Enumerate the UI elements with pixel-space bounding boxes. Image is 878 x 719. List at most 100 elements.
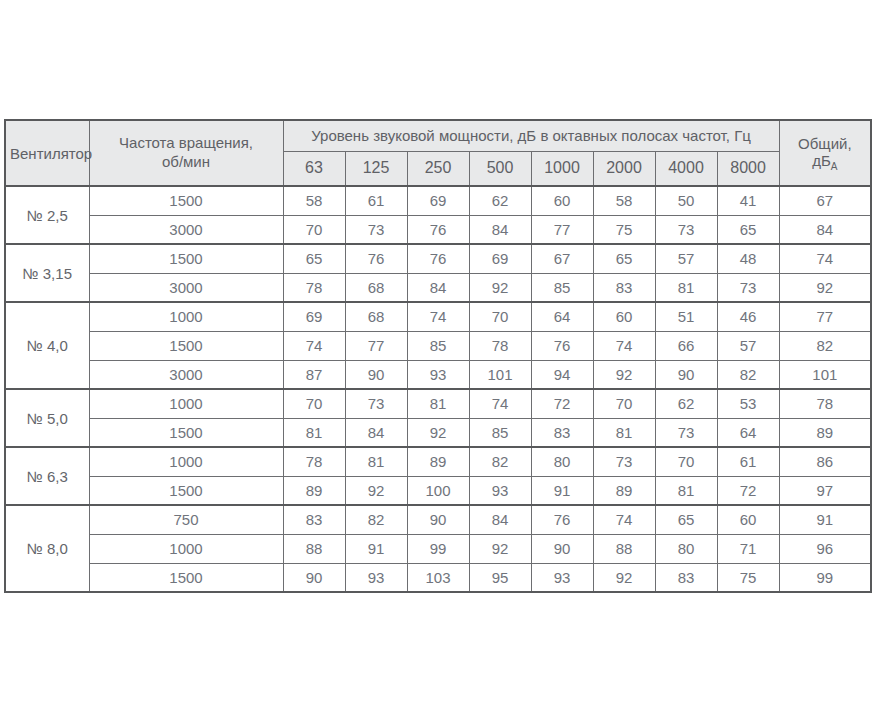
freq-band-header: 63 <box>283 151 345 186</box>
level-cell: 103 <box>407 563 469 592</box>
fan-number-cell: № 4,0 <box>5 302 89 389</box>
level-cell: 62 <box>469 186 531 215</box>
level-cell: 75 <box>717 563 779 592</box>
level-cell: 73 <box>345 215 407 244</box>
level-cell: 81 <box>283 418 345 447</box>
table-row: № 4,01000696874706460514677 <box>5 302 871 331</box>
level-cell: 81 <box>655 476 717 505</box>
speed-cell: 3000 <box>89 273 283 302</box>
freq-band-header: 500 <box>469 151 531 186</box>
level-cell: 72 <box>717 476 779 505</box>
speed-cell: 3000 <box>89 360 283 389</box>
total-header-subscript: А <box>831 161 838 172</box>
freq-band-header: 125 <box>345 151 407 186</box>
table-row: 1500747785787674665782 <box>5 331 871 360</box>
level-cell: 84 <box>407 273 469 302</box>
level-cell: 68 <box>345 273 407 302</box>
level-cell: 85 <box>469 418 531 447</box>
level-cell: 81 <box>345 447 407 476</box>
total-cell: 89 <box>779 418 871 447</box>
level-cell: 82 <box>717 360 779 389</box>
level-cell: 73 <box>717 273 779 302</box>
level-cell: 92 <box>593 563 655 592</box>
level-cell: 89 <box>407 447 469 476</box>
total-cell: 82 <box>779 331 871 360</box>
level-cell: 58 <box>593 186 655 215</box>
level-cell: 71 <box>717 534 779 563</box>
level-cell: 73 <box>345 389 407 418</box>
speed-cell: 1500 <box>89 331 283 360</box>
level-cell: 77 <box>345 331 407 360</box>
sound-power-table: Вентилятор Частота вращения, об/мин Уров… <box>4 119 872 593</box>
table-row: 3000786884928583817392 <box>5 273 871 302</box>
freq-band-header: 1000 <box>531 151 593 186</box>
level-cell: 83 <box>655 563 717 592</box>
level-cell: 80 <box>655 534 717 563</box>
total-cell: 78 <box>779 389 871 418</box>
table-row: 15009093103959392837599 <box>5 563 871 592</box>
level-cell: 92 <box>407 418 469 447</box>
level-cell: 57 <box>655 244 717 273</box>
level-cell: 85 <box>407 331 469 360</box>
level-cell: 69 <box>283 302 345 331</box>
level-cell: 70 <box>283 215 345 244</box>
level-cell: 81 <box>655 273 717 302</box>
speed-cell: 1500 <box>89 186 283 215</box>
highlighted-row: № 8,0750838290847674656091 <box>5 505 871 534</box>
speed-cell: 1500 <box>89 418 283 447</box>
level-cell: 74 <box>593 505 655 534</box>
sound-power-group-header: Уровень звуковой мощности, дБ в октавных… <box>283 120 779 151</box>
level-cell: 41 <box>717 186 779 215</box>
level-cell: 94 <box>531 360 593 389</box>
level-cell: 92 <box>345 476 407 505</box>
total-cell: 86 <box>779 447 871 476</box>
level-cell: 100 <box>407 476 469 505</box>
level-cell: 69 <box>407 186 469 215</box>
table-row: 1500818492858381736489 <box>5 418 871 447</box>
level-cell: 90 <box>283 563 345 592</box>
level-cell: 91 <box>531 476 593 505</box>
level-cell: 68 <box>345 302 407 331</box>
level-cell: 99 <box>407 534 469 563</box>
level-cell: 88 <box>593 534 655 563</box>
level-cell: 83 <box>531 418 593 447</box>
level-cell: 60 <box>531 186 593 215</box>
total-cell: 96 <box>779 534 871 563</box>
fan-number-cell: № 3,15 <box>5 244 89 302</box>
level-cell: 60 <box>593 302 655 331</box>
total-cell: 67 <box>779 186 871 215</box>
level-cell: 61 <box>717 447 779 476</box>
level-cell: 73 <box>655 215 717 244</box>
level-cell: 78 <box>283 273 345 302</box>
level-cell: 76 <box>345 244 407 273</box>
level-cell: 73 <box>655 418 717 447</box>
level-cell: 89 <box>593 476 655 505</box>
level-cell: 93 <box>345 563 407 592</box>
level-cell: 74 <box>283 331 345 360</box>
freq-band-header: 8000 <box>717 151 779 186</box>
level-cell: 90 <box>407 505 469 534</box>
level-cell: 50 <box>655 186 717 215</box>
table-row: № 5,01000707381747270625378 <box>5 389 871 418</box>
level-cell: 101 <box>469 360 531 389</box>
table-row: 1000889199929088807196 <box>5 534 871 563</box>
level-cell: 90 <box>655 360 717 389</box>
level-cell: 83 <box>593 273 655 302</box>
level-cell: 82 <box>345 505 407 534</box>
freq-band-header: 250 <box>407 151 469 186</box>
level-cell: 84 <box>469 505 531 534</box>
level-cell: 70 <box>593 389 655 418</box>
level-cell: 74 <box>469 389 531 418</box>
level-cell: 77 <box>531 215 593 244</box>
level-cell: 81 <box>407 389 469 418</box>
header-row-top: Вентилятор Частота вращения, об/мин Уров… <box>5 120 871 151</box>
level-cell: 57 <box>717 331 779 360</box>
speed-cell: 1500 <box>89 476 283 505</box>
total-cell: 92 <box>779 273 871 302</box>
level-cell: 76 <box>531 331 593 360</box>
table-body: № 2,515005861696260585041673000707376847… <box>5 186 871 592</box>
level-cell: 91 <box>345 534 407 563</box>
level-cell: 76 <box>407 215 469 244</box>
speed-cell: 750 <box>89 505 283 534</box>
table-row: 15008992100939189817297 <box>5 476 871 505</box>
